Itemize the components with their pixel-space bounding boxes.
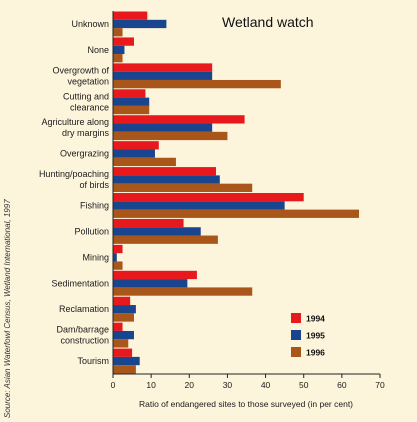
bar-1995-10 <box>113 279 188 288</box>
legend-label-1994: 1994 <box>306 314 325 324</box>
bar-1994-8 <box>113 218 184 228</box>
bar-1994-2 <box>113 63 213 72</box>
x-tick-label: 40 <box>261 380 271 390</box>
bar-1996-5 <box>113 157 176 167</box>
bar-1995-1 <box>113 45 125 55</box>
bar-1994-3 <box>113 89 146 98</box>
bar-1994-1 <box>113 37 134 46</box>
bar-1994-0 <box>113 11 148 20</box>
x-axis-title: Ratio of endangered sites to those surve… <box>139 399 353 409</box>
category-label: Fishing <box>80 200 109 210</box>
bar-1995-8 <box>113 227 201 236</box>
legend-swatch-1995 <box>291 330 301 340</box>
x-tick-label: 70 <box>375 380 385 390</box>
category-label: Mining <box>82 252 109 262</box>
legend-label-1995: 1995 <box>306 331 325 341</box>
category-label: Dam/barrage <box>56 325 109 335</box>
bar-1995-0 <box>113 19 167 29</box>
bar-1994-7 <box>113 193 304 202</box>
category-label: Hunting/poaching <box>39 169 109 179</box>
x-tick-label: 30 <box>223 380 233 390</box>
bar-1996-8 <box>113 235 218 244</box>
bars-group <box>113 11 360 374</box>
legend-swatch-1996 <box>291 347 301 357</box>
x-tick-label: 60 <box>337 380 347 390</box>
category-label: Overgrazing <box>60 149 109 159</box>
bar-1996-6 <box>113 183 253 192</box>
bar-1994-9 <box>113 244 123 254</box>
bar-1995-7 <box>113 201 285 210</box>
category-label: dry margins <box>62 128 110 138</box>
bar-1994-10 <box>113 270 197 280</box>
category-label: Reclamation <box>59 304 109 314</box>
category-label: Sedimentation <box>51 278 109 288</box>
bar-1996-13 <box>113 365 136 374</box>
bar-1995-9 <box>113 253 117 262</box>
category-label: None <box>87 45 109 55</box>
bar-1996-1 <box>113 54 123 63</box>
bar-1994-4 <box>113 115 245 124</box>
chart-title: Wetland watch <box>222 14 314 30</box>
bar-1996-11 <box>113 313 134 322</box>
bar-1995-11 <box>113 305 136 314</box>
category-label: Pollution <box>74 226 109 236</box>
bar-1996-7 <box>113 209 360 218</box>
category-label: clearance <box>70 102 109 112</box>
bar-1995-2 <box>113 71 213 80</box>
bar-1994-11 <box>113 296 131 306</box>
x-tick-label: 20 <box>185 380 195 390</box>
bar-1996-4 <box>113 131 228 141</box>
bar-1995-4 <box>113 123 213 132</box>
bar-1996-2 <box>113 79 281 89</box>
bar-1995-12 <box>113 330 134 340</box>
legend: 1994 1995 1996 <box>291 313 325 358</box>
category-label: Agriculture along <box>41 117 109 127</box>
x-axis: 0 10 20 30 40 50 60 70 <box>111 11 385 390</box>
bar-1995-6 <box>113 175 220 184</box>
bar-1994-13 <box>113 348 133 357</box>
x-tick-label: 10 <box>146 380 156 390</box>
bar-1996-3 <box>113 105 150 115</box>
source-text: Source: Asian Waterfowl Census, Wetland … <box>3 199 12 418</box>
category-label: Cutting and <box>63 91 109 101</box>
source-note: Source: Asian Waterfowl Census, Wetland … <box>3 199 12 418</box>
legend-swatch-1994 <box>291 313 301 323</box>
bar-1995-13 <box>113 356 140 366</box>
bar-1994-5 <box>113 141 159 150</box>
legend-label-1996: 1996 <box>306 348 325 358</box>
category-label: Overgrowth of <box>52 65 109 75</box>
category-label: of birds <box>79 180 109 190</box>
category-label: Unknown <box>71 19 109 29</box>
bar-1994-6 <box>113 167 216 176</box>
bar-1996-10 <box>113 287 253 296</box>
bar-1995-5 <box>113 149 155 158</box>
x-tick-label: 50 <box>299 380 309 390</box>
category-label: vegetation <box>67 76 109 86</box>
category-label: construction <box>60 336 109 346</box>
category-label: Tourism <box>77 356 109 366</box>
bar-1995-3 <box>113 97 150 106</box>
bar-1996-0 <box>113 28 123 37</box>
bar-1996-9 <box>113 261 123 270</box>
x-tick-label: 0 <box>111 380 116 390</box>
bar-1994-12 <box>113 322 123 331</box>
bar-1996-12 <box>113 339 129 348</box>
